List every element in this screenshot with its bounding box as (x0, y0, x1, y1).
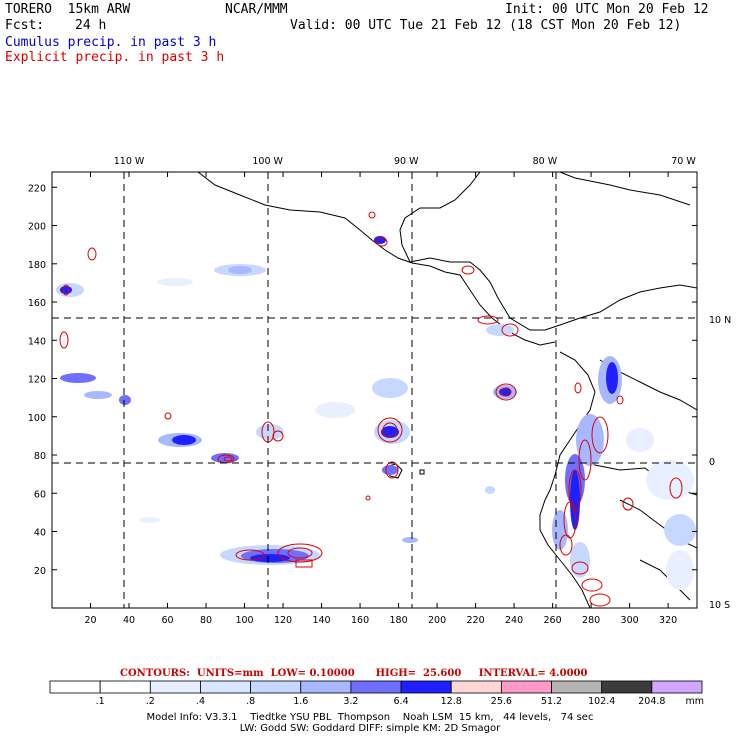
valid-time: Valid: 00 UTC Tue 21 Feb 12 (18 CST Mon … (290, 18, 682, 33)
model-title: TORERO 15km ARW (5, 2, 131, 17)
longitude-label: 70 W (671, 156, 696, 167)
colorbar-level-label: 3.2 (343, 696, 358, 707)
colorbar-level-label: 102.4 (588, 696, 615, 707)
cumulus-precip (56, 236, 696, 590)
colorbar-level-label: 12.8 (441, 696, 462, 707)
island-small (419, 469, 425, 475)
y-tick-label: 120 (28, 375, 46, 386)
colorbar-swatch (149, 680, 201, 694)
x-tick-label: 240 (505, 615, 523, 626)
latitude-label: 10 N (709, 315, 731, 326)
colorbar-swatch (250, 680, 302, 694)
contours-units: UNITS=mm (196, 668, 264, 679)
y-tick-label: 200 (28, 222, 46, 233)
contours-low: LOW= 0.10000 (270, 668, 355, 679)
y-tick-label: 180 (28, 260, 46, 271)
y-tick-label: 220 (28, 183, 46, 194)
coastline-central-america (429, 265, 556, 346)
init-time: Init: 00 UTC Mon 20 Feb 12 (505, 2, 709, 17)
colorbar-level-label: 204.8 (638, 696, 665, 707)
colorbar-level-label: 51.2 (541, 696, 562, 707)
colorbar-swatch (601, 680, 653, 694)
contours-interval: INTERVAL= 4.0000 (478, 668, 588, 679)
x-tick-label: 120 (274, 615, 292, 626)
contours-label: CONTOURS: (120, 668, 190, 679)
colorbar-swatch (300, 680, 352, 694)
coastline-central-america-east (409, 257, 545, 331)
colorbar-level-label: .4 (196, 696, 205, 707)
latitude-label: 0 (709, 457, 715, 468)
colorbar-level-label: .1 (96, 696, 105, 707)
longitude-label: 100 W (252, 156, 283, 167)
y-tick-label: 40 (34, 528, 46, 539)
x-tick-label: 280 (582, 615, 600, 626)
contours-info: CONTOURS: UNITS=mm LOW= 0.10000 HIGH= 25… (120, 668, 587, 679)
colorbar-level-label: 1.6 (293, 696, 308, 707)
x-tick-label: 60 (161, 615, 173, 626)
model-info-line2: LW: Godd SW: Goddard DIFF: simple KM: 2D… (239, 723, 501, 734)
field-explicit-label: Explicit precip. in past 3 h (5, 50, 225, 65)
y-tick-label: 20 (34, 566, 46, 577)
forecast-hour: 24 h (75, 18, 107, 33)
colorbar-swatch (350, 680, 402, 694)
colorbar-level-label: .2 (146, 696, 155, 707)
coastline-south-america-west (539, 351, 596, 608)
x-tick-label: 220 (467, 615, 485, 626)
colorbar-swatch (99, 680, 151, 694)
org-label: NCAR/MMM (225, 2, 288, 17)
plot-frame (51, 171, 698, 609)
x-tick-label: 260 (544, 615, 562, 626)
colorbar-swatch (200, 680, 252, 694)
x-tick-label: 160 (351, 615, 369, 626)
y-tick-label: 160 (28, 298, 46, 309)
explicit-precip-contours (59, 211, 683, 607)
x-tick-label: 180 (389, 615, 407, 626)
latitude-label: 10 S (709, 600, 730, 611)
y-tick-label: 140 (28, 336, 46, 347)
forecast-label: Fcst: (5, 18, 45, 33)
colorbar-level-label: 6.4 (394, 696, 409, 707)
colorbar-swatch (551, 680, 603, 694)
x-tick-label: 200 (428, 615, 446, 626)
contours-high: HIGH= 25.600 (375, 668, 462, 679)
colorbar-level-label: .8 (246, 696, 255, 707)
x-tick-label: 20 (84, 615, 96, 626)
longitude-label: 90 W (394, 156, 419, 167)
colorbar-swatch (500, 680, 552, 694)
x-tick-label: 100 (235, 615, 253, 626)
model-info-line1: Model Info: V3.3.1 Tiedtke YSU PBL Thomp… (146, 712, 594, 723)
y-tick-label: 60 (34, 489, 46, 500)
field-cumulus-label: Cumulus precip. in past 3 h (5, 35, 217, 50)
colorbar-swatch (49, 680, 101, 694)
map-plot-area (52, 172, 697, 608)
coastline-colombia-north (544, 284, 697, 331)
coastline-mexico (197, 172, 431, 267)
y-tick-label: 100 (28, 413, 46, 424)
x-tick-label: 320 (659, 615, 677, 626)
colorbar-swatch (400, 680, 452, 694)
colorbar-swatch (651, 680, 703, 694)
longitude-label: 110 W (114, 156, 145, 167)
y-tick-label: 80 (34, 451, 46, 462)
longitude-label: 80 W (533, 156, 558, 167)
coastline-yucatan (399, 172, 481, 263)
latlon-grid (52, 172, 697, 608)
x-tick-label: 140 (312, 615, 330, 626)
x-tick-label: 40 (123, 615, 135, 626)
colorbar-units: mm (685, 696, 704, 707)
coastline-caribbean-islands (559, 172, 691, 206)
colorbar-level-label: 25.6 (491, 696, 512, 707)
x-tick-label: 80 (200, 615, 212, 626)
x-tick-label: 300 (621, 615, 639, 626)
colorbar: .1 .2 .4 .8 1.6 3.2 6.4 12.8 25.6 51.2 102.4 204.8 m… (49, 680, 704, 707)
colorbar-swatch (450, 680, 502, 694)
